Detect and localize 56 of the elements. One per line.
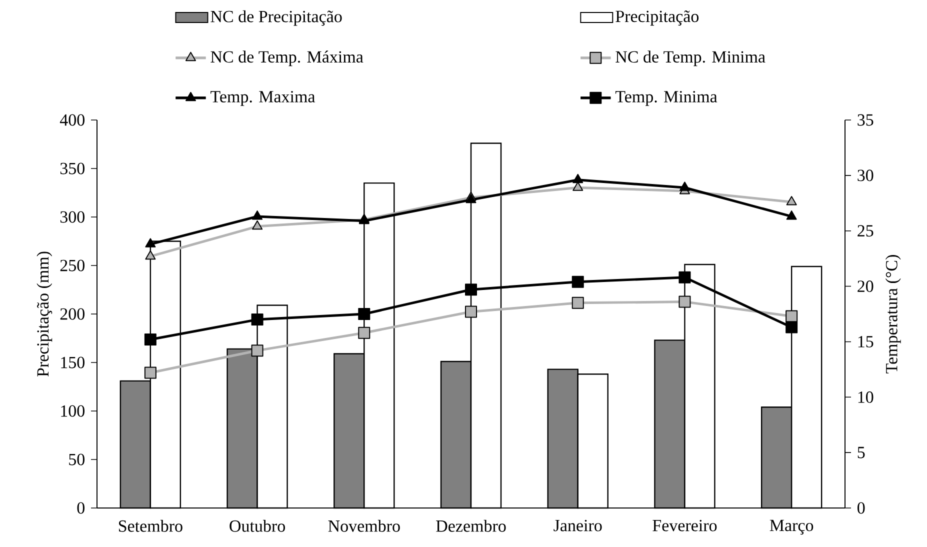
point xyxy=(252,210,263,220)
point xyxy=(465,284,478,296)
y2-tick-label: 30 xyxy=(858,170,874,182)
y2-tick-label: 0 xyxy=(858,502,865,514)
point xyxy=(144,333,156,346)
legend-label: Temp. Maxima xyxy=(210,91,316,106)
y2-tick-label: 10 xyxy=(858,391,874,403)
x-tick-label: Março xyxy=(770,520,814,535)
point xyxy=(786,310,798,322)
point xyxy=(786,196,797,206)
x-tick-label: Janeiro xyxy=(554,520,602,532)
y-tick-label: 100 xyxy=(61,405,84,417)
x-tick-label: Setembro xyxy=(118,520,182,532)
point xyxy=(358,308,370,320)
point xyxy=(145,238,156,248)
point xyxy=(572,276,584,288)
y2-tick-label: 20 xyxy=(858,280,874,292)
point xyxy=(572,182,584,191)
point xyxy=(466,194,476,204)
legend-label: NC de Temp. Minima xyxy=(616,50,766,66)
y-tick-label: 0 xyxy=(77,502,84,514)
point xyxy=(252,220,263,230)
point xyxy=(358,326,370,339)
y2-tick-label: 35 xyxy=(858,114,874,126)
legend-label: NC de Temp. Máxima xyxy=(210,50,364,66)
point xyxy=(465,306,478,318)
y-tick-label: 400 xyxy=(60,114,84,126)
point xyxy=(572,296,584,309)
legend-label: Precipitação xyxy=(616,10,699,26)
y2-tick-label: 25 xyxy=(858,225,874,237)
y-tick-label: 50 xyxy=(69,454,84,466)
point xyxy=(786,210,797,220)
legend-label: Temp. Minima xyxy=(615,91,718,106)
point xyxy=(144,366,156,379)
point xyxy=(251,344,264,357)
y-tick-label: 300 xyxy=(60,211,84,223)
y2-axis-title: Temperatura (°C) xyxy=(885,255,901,374)
legend-label: NC de Precipitação xyxy=(210,10,342,26)
point xyxy=(786,321,798,334)
x-tick-label: Dezembro xyxy=(436,520,506,532)
y-tick-label: 250 xyxy=(60,260,84,272)
point xyxy=(572,174,584,184)
x-tick-label: Novembro xyxy=(328,520,400,532)
point xyxy=(145,250,156,260)
point xyxy=(678,296,691,308)
point xyxy=(678,271,691,284)
point xyxy=(251,314,264,326)
y-tick-label: 200 xyxy=(60,308,84,320)
y-axis-title: Precipitação (mm) xyxy=(36,252,52,377)
y-tick-label: 150 xyxy=(61,356,84,368)
x-tick-label: Outubro xyxy=(230,520,285,532)
point xyxy=(679,182,690,191)
y2-tick-label: 5 xyxy=(858,446,865,458)
y-tick-label: 350 xyxy=(60,162,84,174)
y2-tick-label: 15 xyxy=(858,336,874,348)
x-tick-label: Fevereiro xyxy=(652,520,717,532)
